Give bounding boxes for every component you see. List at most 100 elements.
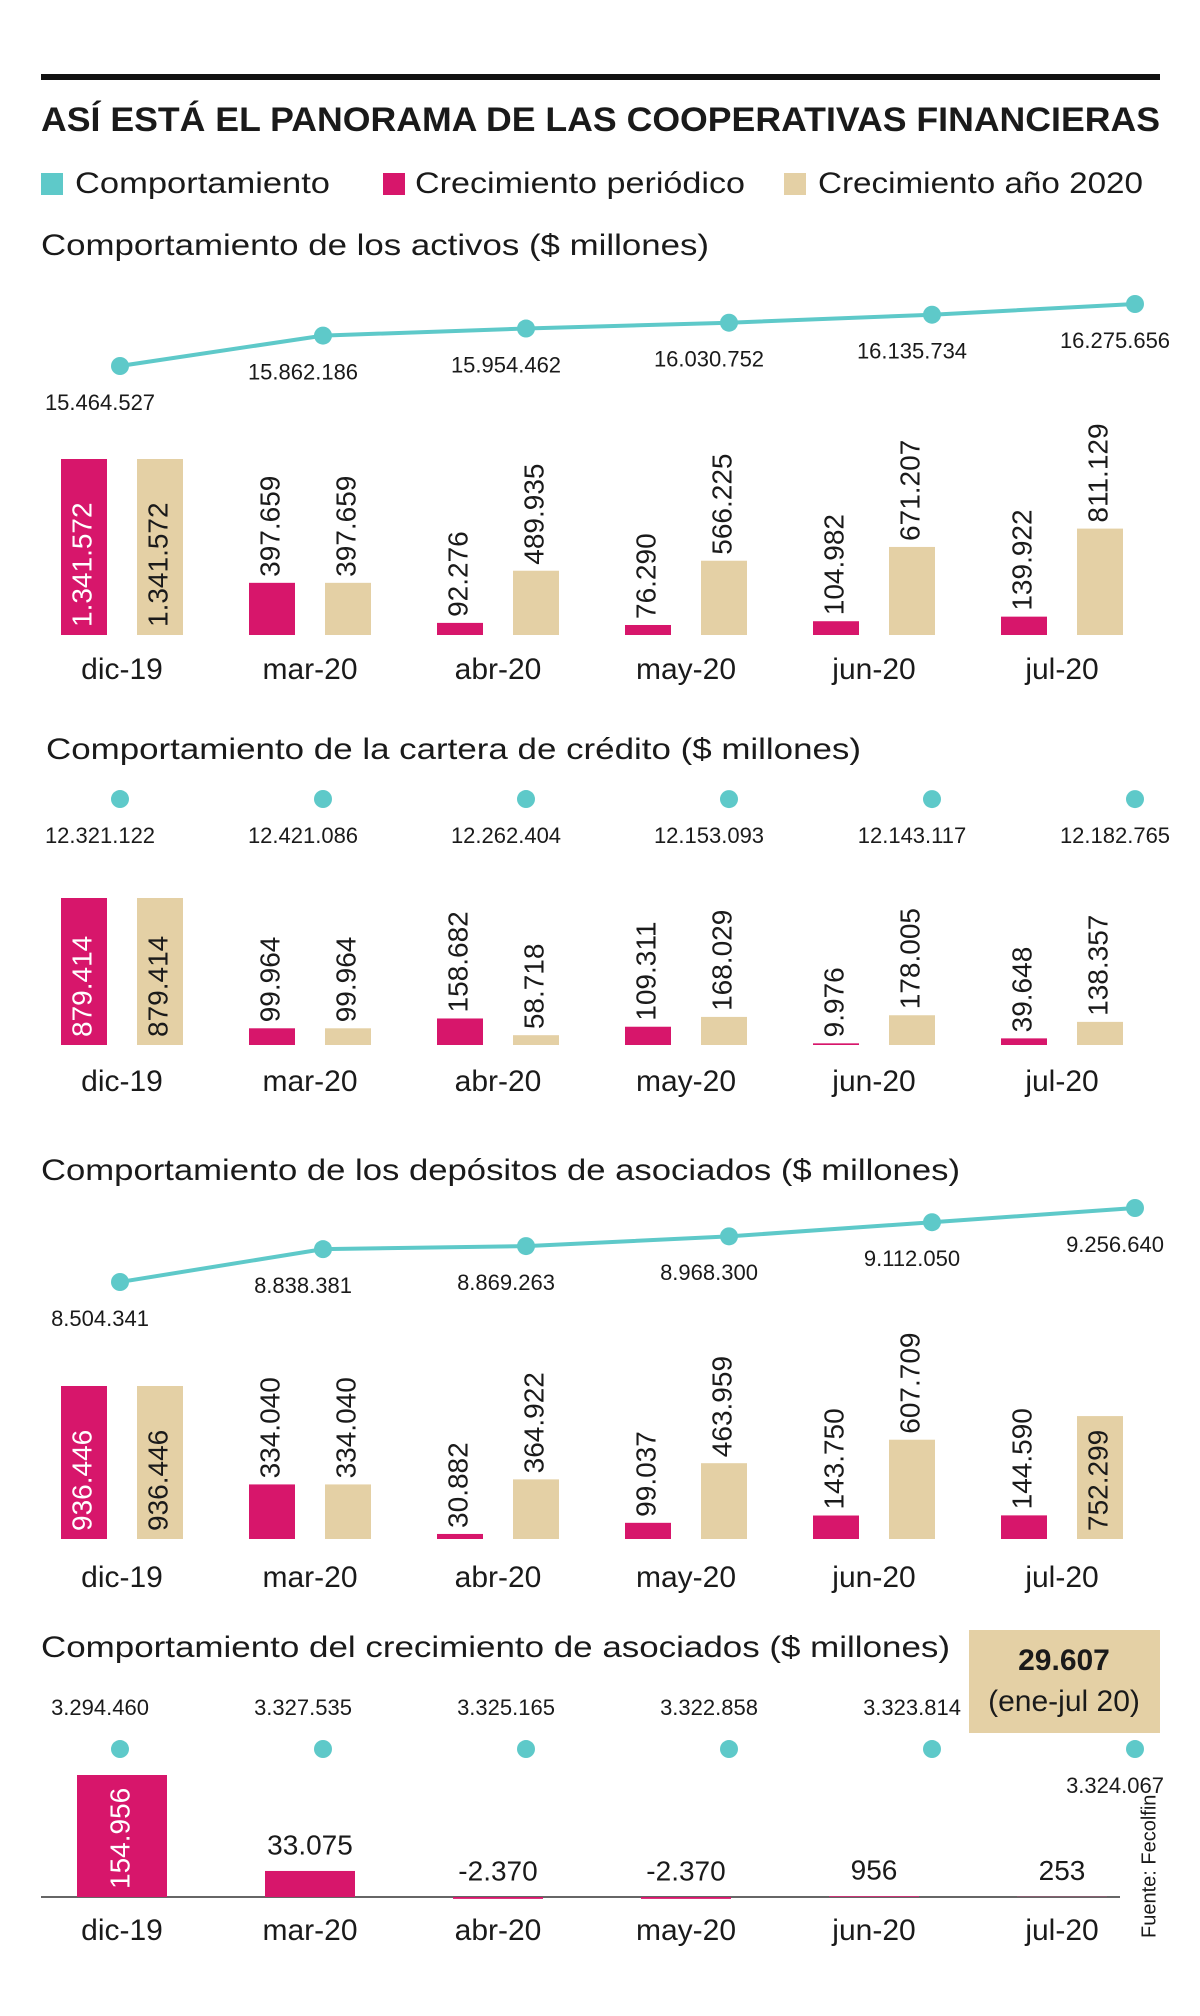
bar bbox=[513, 570, 559, 635]
bar-label: 879.414 bbox=[66, 936, 97, 1037]
bar bbox=[77, 1775, 167, 1897]
category-label: may-20 bbox=[636, 1065, 736, 1098]
comportamiento-dot bbox=[720, 790, 738, 809]
comportamiento-label: 3.325.165 bbox=[457, 1695, 555, 1720]
bar bbox=[249, 1028, 295, 1045]
bar bbox=[325, 1028, 371, 1045]
comportamiento-dot bbox=[720, 1227, 738, 1246]
legend-label: Crecimiento periódico bbox=[415, 167, 745, 200]
category-label: mar-20 bbox=[262, 1561, 357, 1594]
bar bbox=[701, 1463, 747, 1539]
comportamiento-dot bbox=[111, 790, 129, 809]
legend-label: Crecimiento año 2020 bbox=[818, 167, 1143, 200]
category-label: abr-20 bbox=[455, 1914, 542, 1947]
category-label: dic-19 bbox=[81, 1065, 163, 1098]
comportamiento-dot bbox=[517, 790, 535, 809]
bar-label: 334.040 bbox=[330, 1377, 361, 1478]
bar-label: 607.709 bbox=[894, 1332, 925, 1433]
bar bbox=[437, 1018, 483, 1045]
comportamiento-label: 15.954.462 bbox=[451, 352, 561, 377]
category-label: dic-19 bbox=[81, 653, 163, 686]
bar-label: 158.682 bbox=[442, 911, 473, 1012]
bar-label: -2.370 bbox=[458, 1855, 537, 1886]
bar bbox=[513, 1035, 559, 1045]
bar bbox=[437, 1533, 483, 1539]
bar bbox=[813, 1515, 859, 1539]
category-label: mar-20 bbox=[262, 1914, 357, 1947]
comportamiento-dot bbox=[314, 1740, 332, 1758]
comportamiento-label: 12.421.086 bbox=[248, 823, 358, 848]
bar bbox=[61, 459, 107, 635]
bar-label: 752.299 bbox=[1082, 1430, 1113, 1531]
bar bbox=[325, 582, 371, 635]
comportamiento-label: 15.862.186 bbox=[248, 359, 358, 384]
bar bbox=[249, 582, 295, 635]
comportamiento-line bbox=[119, 1206, 1136, 1284]
comportamiento-dot bbox=[1126, 295, 1144, 313]
comportamiento-label: 12.143.117 bbox=[858, 823, 966, 848]
bar bbox=[1077, 1416, 1123, 1539]
category-label: mar-20 bbox=[262, 653, 357, 686]
bar-label: 99.964 bbox=[254, 937, 285, 1023]
chart-title: Comportamiento de los activos ($ millone… bbox=[41, 229, 709, 262]
bar bbox=[137, 898, 183, 1045]
legend-swatch bbox=[784, 173, 806, 195]
comportamiento-dot bbox=[314, 790, 332, 808]
comportamiento-dot bbox=[314, 1240, 332, 1259]
bar-label: 566.225 bbox=[706, 453, 737, 554]
comportamiento-dot bbox=[923, 1213, 941, 1232]
category-label: jul-20 bbox=[1024, 653, 1098, 686]
bar-label: -2.370 bbox=[646, 1855, 725, 1886]
bar-label: 139.922 bbox=[1006, 509, 1037, 610]
bar-label: 397.659 bbox=[330, 476, 361, 577]
comportamiento-dot bbox=[720, 1740, 738, 1759]
comportamiento-dot bbox=[111, 1273, 129, 1291]
comportamiento-label: 8.869.263 bbox=[457, 1270, 555, 1295]
comportamiento-label: 16.275.656 bbox=[1060, 328, 1170, 353]
comportamiento-dot bbox=[923, 790, 941, 809]
bar bbox=[265, 1870, 355, 1897]
comportamiento-line bbox=[119, 302, 1136, 368]
category-label: may-20 bbox=[636, 1914, 736, 1947]
bar bbox=[889, 1015, 935, 1045]
comportamiento-dot bbox=[111, 1740, 129, 1759]
comportamiento-label: 16.030.752 bbox=[654, 347, 764, 372]
category-label: abr-20 bbox=[455, 1561, 542, 1594]
comportamiento-dot bbox=[111, 357, 129, 375]
comportamiento-dot bbox=[517, 319, 535, 338]
bar bbox=[325, 1484, 371, 1539]
bar-label: 879.414 bbox=[142, 936, 173, 1037]
comportamiento-label: 12.262.404 bbox=[451, 823, 561, 848]
bar-label: 671.207 bbox=[894, 440, 925, 541]
bar bbox=[625, 1026, 671, 1045]
bar bbox=[889, 1439, 935, 1539]
category-label: jul-20 bbox=[1024, 1065, 1098, 1098]
bar-label: 76.290 bbox=[630, 533, 661, 619]
bar bbox=[625, 1522, 671, 1539]
comportamiento-dot bbox=[314, 326, 332, 345]
annotation-box bbox=[969, 1630, 1160, 1733]
bar-label: 1.341.572 bbox=[66, 502, 97, 627]
bar-label: 109.311 bbox=[630, 922, 661, 1021]
comportamiento-label: 12.182.765 bbox=[1060, 823, 1170, 848]
bar bbox=[137, 459, 183, 635]
comportamiento-label: 16.135.734 bbox=[857, 339, 967, 364]
category-label: jul-20 bbox=[1024, 1561, 1098, 1594]
bar bbox=[813, 1043, 859, 1045]
chart-title: Comportamiento del crecimiento de asocia… bbox=[41, 1631, 950, 1664]
bar bbox=[829, 1896, 919, 1897]
bar-label: 334.040 bbox=[254, 1377, 285, 1478]
bar-label: 811.129 bbox=[1082, 423, 1113, 522]
bar-label: 99.037 bbox=[630, 1431, 661, 1517]
bar bbox=[61, 1386, 107, 1539]
category-label: may-20 bbox=[636, 653, 736, 686]
bar bbox=[641, 1897, 731, 1899]
comportamiento-dot bbox=[1126, 1740, 1144, 1759]
category-label: jun-20 bbox=[831, 1561, 915, 1594]
comportamiento-label: 8.838.381 bbox=[254, 1273, 352, 1298]
category-label: abr-20 bbox=[455, 653, 542, 686]
category-label: mar-20 bbox=[262, 1065, 357, 1098]
bar-label: 253 bbox=[1039, 1855, 1086, 1886]
category-label: jun-20 bbox=[831, 1065, 915, 1098]
